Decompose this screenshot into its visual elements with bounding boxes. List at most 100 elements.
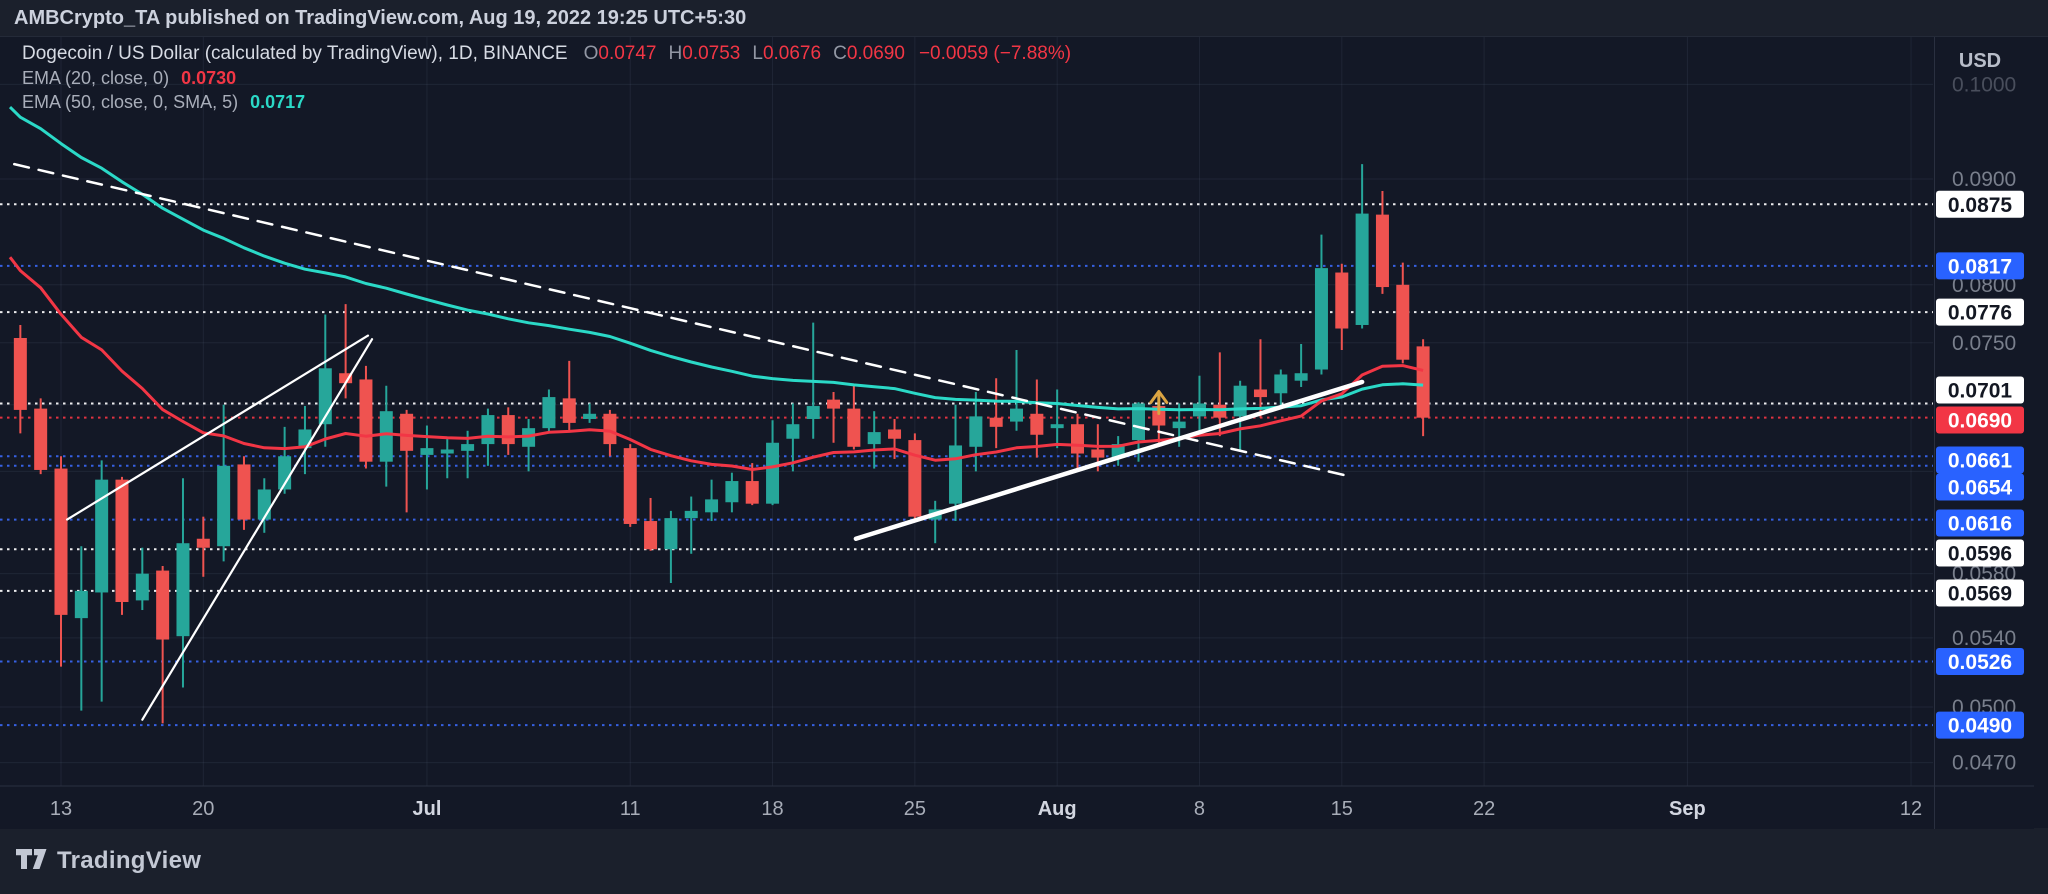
time-tick-25: 25 bbox=[904, 798, 926, 820]
candle-aug-7 bbox=[1172, 421, 1186, 429]
candle-aug-16 bbox=[1355, 213, 1369, 325]
candle-jun-21 bbox=[217, 465, 231, 547]
candle-jul-10 bbox=[603, 413, 617, 445]
time-tick-15: 15 bbox=[1331, 798, 1353, 820]
candle-jul-5 bbox=[501, 415, 515, 445]
time-tick-Sep: Sep bbox=[1669, 798, 1706, 820]
candle-jul-2 bbox=[440, 449, 454, 454]
price-chart-canvas[interactable]: USD0.10000.09000.08000.07500.05800.05400… bbox=[0, 37, 2048, 829]
tradingview-logo-icon[interactable] bbox=[16, 848, 47, 874]
candle-aug-14 bbox=[1314, 268, 1328, 370]
svg-text:0.0701: 0.0701 bbox=[1948, 380, 2013, 403]
august-support-thick[interactable] bbox=[853, 379, 1365, 541]
june-wedge-upper[interactable] bbox=[65, 334, 370, 521]
svg-text:0.0654: 0.0654 bbox=[1948, 477, 2013, 500]
candle-jun-16 bbox=[115, 479, 129, 602]
candle-jul-15 bbox=[705, 499, 719, 513]
candle-jul-25 bbox=[908, 440, 922, 517]
brand-text[interactable]: TradingView bbox=[57, 847, 202, 874]
footer-bar: TradingView bbox=[0, 828, 2048, 894]
candle-jun-19 bbox=[176, 543, 190, 637]
price-tick-0.0900: 0.0900 bbox=[1952, 168, 2016, 191]
price-level-badge-0.0654: 0.0654 bbox=[1936, 473, 2024, 501]
candle-jul-14 bbox=[684, 510, 698, 519]
candle-jun-23 bbox=[257, 489, 271, 520]
time-tick-18: 18 bbox=[761, 798, 783, 820]
price-level-badge-0.0875: 0.0875 bbox=[1936, 190, 2024, 218]
candle-jul-29 bbox=[989, 417, 1003, 427]
candle-aug-10 bbox=[1233, 385, 1247, 417]
candle-jul-1 bbox=[420, 448, 434, 455]
price-level-badge-0.0776: 0.0776 bbox=[1936, 298, 2024, 326]
time-tick-22: 22 bbox=[1473, 798, 1495, 820]
candle-jul-4 bbox=[481, 415, 495, 445]
time-axis[interactable]: 13 20 Jul 11 18 25 Aug 8 15 22 Sep 12 bbox=[50, 798, 1922, 820]
time-tick-13: 13 bbox=[50, 798, 72, 820]
candle-aug-17 bbox=[1375, 214, 1389, 288]
price-level-badge-0.0661: 0.0661 bbox=[1936, 446, 2024, 474]
plot-background bbox=[0, 37, 2034, 829]
price-tick-0.0800: 0.0800 bbox=[1952, 274, 2016, 297]
candle-jul-16 bbox=[725, 481, 739, 503]
price-tick-0.0540: 0.0540 bbox=[1952, 627, 2016, 650]
candle-jul-31 bbox=[1030, 413, 1044, 435]
candle-jul-11 bbox=[623, 448, 637, 524]
ema50-line[interactable] bbox=[8, 106, 1424, 412]
svg-text:0.0596: 0.0596 bbox=[1948, 543, 2012, 566]
svg-text:0.0490: 0.0490 bbox=[1948, 715, 2012, 738]
svg-text:0.0817: 0.0817 bbox=[1948, 255, 2012, 278]
candle-jul-24 bbox=[888, 429, 902, 439]
price-tick-0.0750: 0.0750 bbox=[1952, 332, 2016, 355]
time-tick-11: 11 bbox=[620, 798, 641, 820]
candle-jul-28 bbox=[969, 416, 983, 447]
candle-jun-20 bbox=[196, 538, 210, 548]
candle-jul-19 bbox=[786, 424, 800, 439]
candle-aug-12 bbox=[1274, 374, 1288, 394]
candle-aug-5 bbox=[1131, 403, 1145, 441]
svg-text:0.0616: 0.0616 bbox=[1948, 513, 2012, 536]
june-wedge-lower[interactable] bbox=[141, 338, 374, 721]
price-level-badge-0.0526: 0.0526 bbox=[1936, 647, 2024, 675]
price-axis[interactable]: USD0.10000.09000.08000.07500.05800.05400… bbox=[1936, 50, 2024, 775]
candle-jul-27 bbox=[949, 445, 963, 504]
candle-jul-30 bbox=[1010, 408, 1024, 422]
time-tick-8: 8 bbox=[1194, 798, 1205, 820]
candle-jun-11 bbox=[13, 337, 27, 410]
candle-jul-20 bbox=[806, 406, 820, 419]
price-tick-0.0470: 0.0470 bbox=[1952, 752, 2016, 775]
candle-aug-11 bbox=[1253, 389, 1267, 398]
candle-jun-13 bbox=[54, 468, 68, 615]
candle-jul-17 bbox=[745, 481, 759, 504]
candle-jun-30 bbox=[400, 413, 414, 451]
trendlines[interactable] bbox=[12, 162, 1365, 721]
candle-aug-19 bbox=[1416, 346, 1430, 418]
candle-aug-15 bbox=[1335, 272, 1349, 329]
candle-aug-1 bbox=[1050, 424, 1064, 429]
candlesticks bbox=[13, 164, 1430, 724]
price-level-badge-0.0490: 0.0490 bbox=[1936, 711, 2024, 739]
candle-jun-27 bbox=[339, 373, 353, 384]
candle-jun-29 bbox=[379, 411, 393, 462]
svg-text:0.0661: 0.0661 bbox=[1948, 450, 2013, 473]
time-tick-20: 20 bbox=[192, 798, 214, 820]
candle-jul-13 bbox=[664, 518, 678, 550]
candle-jul-12 bbox=[644, 521, 658, 550]
time-tick-Aug: Aug bbox=[1038, 798, 1077, 820]
time-tick-12: 12 bbox=[1900, 798, 1922, 820]
descending-resistance-dashed[interactable] bbox=[12, 162, 1348, 477]
candle-jun-24 bbox=[278, 456, 292, 490]
svg-text:0.0526: 0.0526 bbox=[1948, 651, 2012, 674]
candle-jun-17 bbox=[135, 573, 149, 601]
price-level-badge-0.0596: 0.0596 bbox=[1936, 539, 2024, 567]
price-tick-0.1000: 0.1000 bbox=[1952, 73, 2016, 96]
chart-widget[interactable]: USD 0.1000 0.0900 0.0800 0.0750 0.0580 0.0540 0… bbox=[0, 36, 2048, 829]
candle-jul-3 bbox=[461, 444, 475, 451]
last-price-badge: 0.0690 bbox=[1936, 406, 2024, 434]
candle-aug-3 bbox=[1091, 449, 1105, 458]
arrow-up-marker[interactable] bbox=[1149, 389, 1169, 415]
price-level-badge-0.0701: 0.0701 bbox=[1936, 376, 2024, 404]
candle-jul-22 bbox=[847, 408, 861, 447]
svg-text:0.0569: 0.0569 bbox=[1948, 583, 2012, 606]
svg-text:0.0875: 0.0875 bbox=[1948, 194, 2013, 217]
candle-aug-13 bbox=[1294, 373, 1308, 381]
